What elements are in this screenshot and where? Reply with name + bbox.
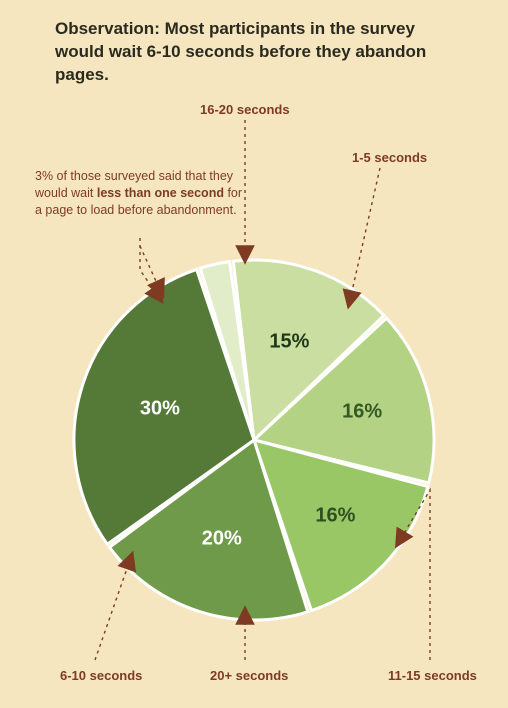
slice-label-s16_20: 15% xyxy=(269,330,309,353)
slice-label-s20p: 20% xyxy=(202,528,242,551)
callout-c_11_15: 11-15 seconds xyxy=(388,668,477,683)
callout-c_1_5: 1-5 seconds xyxy=(352,150,427,165)
slice-label-s1_5: 16% xyxy=(342,401,382,424)
chart-canvas: Observation: Most participants in the su… xyxy=(0,0,508,708)
callout-c_6_10: 6-10 seconds xyxy=(60,668,142,683)
leader-c_1_5 xyxy=(350,168,380,300)
slice-label-s6_10: 30% xyxy=(140,398,180,421)
leader-c_6_10 xyxy=(95,560,130,660)
callout-c_20p: 20+ seconds xyxy=(210,668,288,683)
callout-c_16_20: 16-20 seconds xyxy=(200,102,290,117)
slice-label-s11_15: 16% xyxy=(315,505,355,528)
leader-c_lt1 xyxy=(140,246,160,290)
